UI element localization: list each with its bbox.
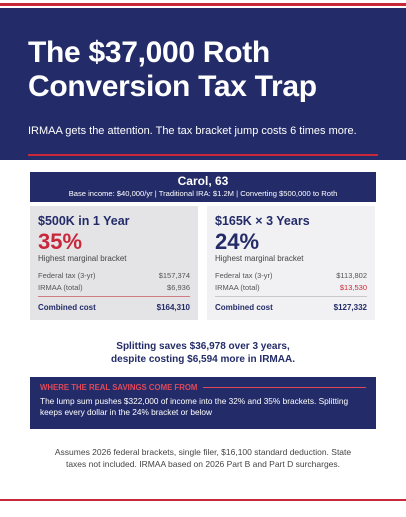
title: The $37,000 Roth Conversion Tax Trap	[28, 36, 317, 104]
row-value: $157,374	[158, 271, 190, 280]
row-value: $13,530	[339, 283, 367, 292]
row-label: IRMAA (total)	[215, 283, 260, 292]
total-label: Combined cost	[215, 303, 273, 312]
summary-line: despite costing $6,594 more in IRMAA.	[111, 354, 295, 365]
row-label: Federal tax (3-yr)	[38, 271, 96, 280]
top-stripe	[0, 3, 406, 6]
total-label: Combined cost	[38, 303, 96, 312]
rate: 35%	[38, 229, 83, 254]
row-value: $113,802	[336, 271, 367, 280]
callout: WHERE THE REAL SAVINGS COME FROM The lum…	[30, 377, 376, 429]
rate: 24%	[215, 229, 260, 254]
total-value: $127,332	[333, 303, 367, 312]
total-value: $164,310	[156, 303, 190, 312]
title-line: The $37,000 Roth	[28, 36, 270, 69]
total: Combined cost $164,310	[38, 303, 190, 312]
card: $500K in 1 Year 35% Highest marginal bra…	[30, 206, 198, 320]
bottom-stripe	[0, 499, 406, 501]
row-label: Federal tax (3-yr)	[215, 271, 273, 280]
total: Combined cost $127,332	[215, 303, 367, 312]
row: IRMAA (total) $13,530	[215, 283, 367, 292]
row: Federal tax (3-yr) $113,802	[215, 271, 367, 280]
callout-head: WHERE THE REAL SAVINGS COME FROM	[40, 383, 366, 392]
summary-line: Splitting saves $36,978 over 3 years,	[116, 341, 290, 352]
card-heading: $165K × 3 Years	[215, 214, 310, 228]
callout-rule	[203, 387, 366, 388]
summary: Splitting saves $36,978 over 3 years, de…	[30, 340, 376, 366]
callout-heading: WHERE THE REAL SAVINGS COME FROM	[40, 383, 198, 392]
rate-label: Highest marginal bracket	[38, 254, 127, 263]
rate-label: Highest marginal bracket	[215, 254, 304, 263]
card: $165K × 3 Years 24% Highest marginal bra…	[207, 206, 375, 320]
callout-body: The lump sum pushes $322,000 of income i…	[40, 396, 349, 417]
card-heading: $500K in 1 Year	[38, 214, 130, 228]
header-rule	[28, 154, 378, 156]
row-label: IRMAA (total)	[38, 283, 83, 292]
footnote: Assumes 2026 federal brackets, single fi…	[54, 447, 352, 469]
scenario: Carol, 63 Base income: $40,000/yr | Trad…	[30, 172, 376, 202]
row-value: $6,936	[167, 283, 190, 292]
rows: Federal tax (3-yr) $157,374 IRMAA (total)…	[38, 271, 190, 297]
subtitle: IRMAA gets the attention. The tax bracke…	[28, 125, 357, 137]
scenario-details: Base income: $40,000/yr | Traditional IR…	[68, 189, 338, 198]
scenario-name: Carol, 63	[177, 174, 229, 188]
row: Federal tax (3-yr) $157,374	[38, 271, 190, 280]
rows: Federal tax (3-yr) $113,802 IRMAA (total)…	[215, 271, 367, 297]
title-line: Conversion Tax Trap	[28, 70, 317, 103]
row: IRMAA (total) $6,936	[38, 283, 190, 292]
header	[0, 8, 406, 160]
